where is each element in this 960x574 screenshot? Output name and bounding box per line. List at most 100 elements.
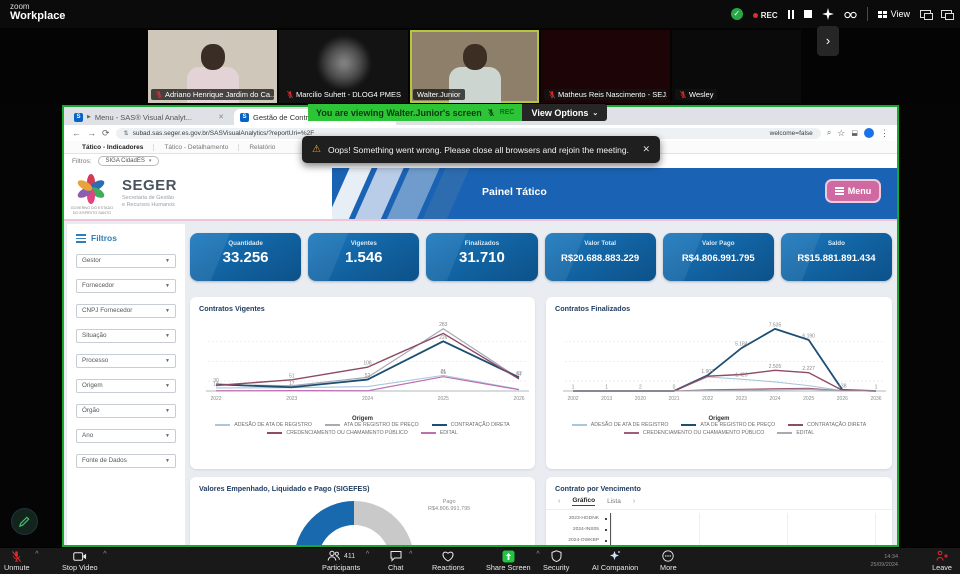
video-tile-marcilio[interactable]: Marcilio Suhett - DLOG4 PMES [279, 30, 408, 103]
participant-silhouette-head [462, 44, 487, 70]
filter-dropdown-origem[interactable]: Origem ▼ [76, 378, 176, 393]
svg-text:2021: 2021 [668, 396, 679, 402]
kpi-value: 1.546 [344, 249, 383, 266]
vencimento-tab-lista[interactable]: Lista [607, 497, 621, 505]
legend-swatch [431, 424, 447, 426]
legend-item: ATA DE REGISTRO DE PREÇO [324, 422, 419, 428]
next-participants-button[interactable]: › [817, 26, 839, 56]
caret-up-icon[interactable]: ^ [365, 551, 370, 558]
site-info-icon[interactable]: ⇅ [123, 130, 129, 137]
tab-title: Menu - SAS® Visual Analyt... [94, 112, 192, 122]
extensions-icon[interactable]: ⬓ [851, 130, 858, 137]
caret-up-icon[interactable]: ^ [103, 551, 107, 558]
bookmark-star-icon[interactable]: ☆ [837, 127, 846, 138]
filter-dropdown-gestor[interactable]: Gestor ▼ [76, 253, 176, 268]
brand-zoom: zoom [10, 2, 30, 11]
reload-icon[interactable]: ⟳ [102, 127, 110, 138]
caret-up-icon[interactable]: ^ [35, 551, 39, 558]
security-icon [543, 549, 569, 563]
participants-icon: 411 ^ [322, 549, 369, 563]
svg-text:226: 226 [439, 335, 448, 341]
toolbar-button-participants[interactable]: 411 ^ Participants [322, 549, 369, 572]
menu-button[interactable]: Menu [825, 179, 881, 203]
svg-text:2024: 2024 [769, 396, 780, 402]
kpi-value: 33.256 [222, 249, 269, 266]
toolbar-button-security[interactable]: Security [543, 549, 569, 572]
recording-indicator: REC [752, 5, 778, 23]
svg-text:138: 138 [838, 383, 847, 389]
minimize-window-icon[interactable] [920, 10, 933, 20]
view-options-button[interactable]: View Options ⌄ [522, 104, 608, 121]
video-tile-wesley[interactable]: Wesley [672, 30, 801, 103]
chart-title: Contratos Vigentes [199, 304, 265, 313]
browser-profile-avatar[interactable] [864, 128, 874, 138]
back-icon[interactable]: ← [72, 128, 81, 138]
spotlight-icon[interactable] [843, 9, 857, 20]
chevron-down-icon: ▼ [165, 382, 170, 389]
hamburger-icon [834, 186, 844, 197]
legend-label: EDITAL [439, 430, 458, 436]
chevron-down-icon: ▼ [165, 457, 170, 464]
caret-up-icon[interactable]: ^ [409, 551, 413, 558]
zoom-bottom-toolbar: 14:34 25/09/2024 ^ Unmute ^ Stop Video 411 ^ Pa… [0, 547, 960, 574]
toolbar-button-more[interactable]: More [660, 549, 677, 572]
filter-chip[interactable]: SIGA CidadES ▾ [97, 156, 160, 166]
ai-sparkle-icon[interactable] [821, 8, 834, 20]
svg-text:17: 17 [289, 381, 295, 387]
stop-recording-icon[interactable] [803, 10, 812, 18]
filter-label: Gestor [82, 257, 101, 264]
vencimento-tab-gráfico[interactable]: Gráfico [572, 497, 596, 506]
zoom-page-icon[interactable]: ⌕ [826, 128, 832, 137]
filter-dropdown-ano[interactable]: Ano ▼ [76, 428, 176, 443]
exit-fullscreen-icon[interactable] [941, 10, 954, 20]
toolbar-button-share-screen[interactable]: ^ Share Screen [486, 549, 540, 572]
legend-swatch [324, 424, 340, 426]
toolbar-button-reactions[interactable]: Reactions [432, 549, 464, 572]
video-tile-adriano[interactable]: Adriano Henrique Jardim do Ca... [148, 30, 277, 103]
caret-up-icon[interactable]: ^ [536, 551, 540, 558]
video-tile-matheus[interactable]: Matheus Reis Nascimento - SEJ... [541, 30, 670, 103]
kpi-card-vigentes: Vigentes 1.546 [308, 233, 420, 281]
forward-icon[interactable]: → [87, 128, 96, 138]
chevron-right-icon[interactable]: › [632, 498, 636, 505]
svg-text:51: 51 [289, 373, 295, 379]
toolbar-button-stop-video[interactable]: ^ Stop Video [62, 549, 107, 572]
toolbar-button-leave[interactable]: Leave [932, 549, 952, 572]
kpi-value: R$20.688.883.229 [561, 253, 640, 264]
kpi-card-quantidade: Quantidade 33.256 [190, 233, 302, 281]
filter-dropdown--rg-o[interactable]: Órgão ▼ [76, 403, 176, 418]
address-bar[interactable]: ⇅ subad.sas.seger.es.gov.br/SASVisualAna… [115, 127, 821, 139]
filter-dropdown-fonte-de-dados[interactable]: Fonte de Dados ▼ [76, 453, 176, 468]
filter-dropdown-situa--o[interactable]: Situação ▼ [76, 328, 176, 343]
kpi-label: Vigentes [350, 240, 377, 247]
annotate-pencil-button[interactable] [11, 508, 38, 535]
report-tab-3[interactable]: Relatório [249, 143, 276, 151]
meeting-security-shield-icon: ✓ [730, 8, 743, 20]
toast-close-icon[interactable]: ✕ [642, 144, 650, 154]
filters-sidebar: Filtros Gestor ▼ Fornecedor ▼ CNPJ Fornecedo… [67, 224, 185, 545]
legend-title: Origem [708, 416, 730, 422]
toolbar-button-ai-companion[interactable]: AI Companion [592, 549, 638, 572]
pause-recording-icon[interactable] [787, 9, 794, 19]
filter-dropdown-cnpj-fornecedor[interactable]: CNPJ Fornecedor ▼ [76, 303, 176, 318]
filter-dropdown-processo[interactable]: Processo ▼ [76, 353, 176, 368]
view-button[interactable]: View [877, 9, 910, 19]
close-tab-icon[interactable]: ✕ [218, 114, 224, 121]
browser-menu-kebab-icon[interactable]: ⋮ [880, 127, 889, 138]
toolbar-button-unmute[interactable]: ^ Unmute [4, 549, 39, 572]
video-tile-walterjunior[interactable]: Walter.Junior [410, 30, 539, 103]
report-tab-1[interactable]: Tático - Indicadores [72, 143, 155, 151]
report-tab-2[interactable]: Tático - Detalhamento [154, 143, 240, 151]
filter-dropdown-fornecedor[interactable]: Fornecedor ▼ [76, 278, 176, 293]
kpi-card-saldo: Saldo R$15.881.891.434 [780, 233, 893, 281]
legend-item: CONTRATAÇÃO DIRETA [431, 422, 510, 428]
svg-text:0: 0 [672, 385, 675, 391]
toolbar-button-chat[interactable]: ^ Chat [388, 549, 412, 572]
vencimento-row: 2024-OWKBP [546, 535, 892, 545]
sliders-icon [76, 232, 86, 245]
chevron-left-icon[interactable]: ‹ [558, 498, 561, 505]
chart-title: Contratos Finalizados [555, 304, 631, 313]
viewing-screen-banner: You are viewing Walter.Junior's screen R… [308, 104, 523, 121]
browser-tab-menu[interactable]: S ▶ Menu - SAS® Visual Analyt... ✕ [68, 109, 230, 125]
